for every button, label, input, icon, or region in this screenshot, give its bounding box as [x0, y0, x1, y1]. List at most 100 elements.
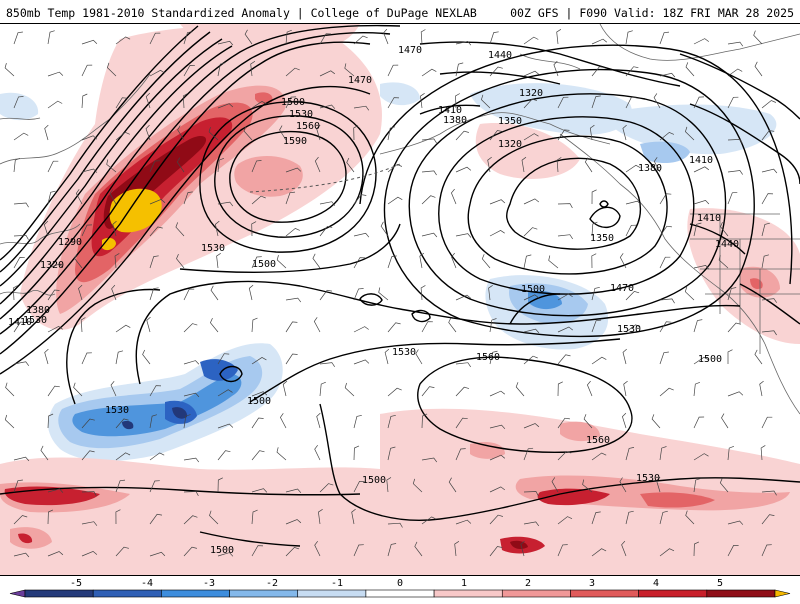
wind-barb — [387, 543, 397, 557]
wind-barb — [183, 288, 195, 301]
wind-barb — [177, 125, 185, 141]
wind-barb — [47, 551, 64, 557]
wind-barb — [684, 286, 695, 301]
header-bar: 850mb Temp 1981-2010 Standardized Anomal… — [0, 0, 800, 24]
colorbar-segments — [9, 589, 791, 598]
wind-barb — [625, 291, 640, 301]
wind-barb — [685, 62, 695, 77]
wind-barb — [319, 289, 333, 301]
contour-label: 1530 — [636, 473, 660, 484]
wind-barb — [523, 70, 540, 77]
wind-barb — [761, 490, 777, 496]
wind-barb — [107, 62, 117, 77]
wind-barb — [142, 349, 151, 365]
wind-barb — [621, 540, 627, 557]
wind-barb — [761, 416, 773, 429]
wind-barb — [481, 94, 491, 109]
wind-barb — [454, 541, 460, 557]
wind-barb — [115, 131, 130, 141]
wind-barb — [489, 486, 506, 493]
wind-barb — [183, 392, 200, 398]
contour-label: 1470 — [398, 45, 422, 56]
wind-barb — [47, 509, 54, 525]
wind-barb — [591, 95, 601, 109]
wind-barb — [74, 253, 83, 269]
wind-barb — [421, 386, 435, 397]
contour-label: 1500 — [247, 396, 271, 407]
warm-anomaly-region — [234, 155, 303, 197]
wind-barb — [455, 519, 472, 525]
contour-label: 1410 — [438, 105, 462, 116]
wind-barb — [761, 193, 774, 205]
warm-anomaly-region — [640, 492, 715, 508]
wind-barb — [455, 448, 466, 461]
wind-barb — [114, 253, 120, 269]
wind-barb — [625, 447, 635, 461]
wind-barb — [353, 288, 364, 301]
wind-barb — [285, 191, 296, 205]
model-run-info: 00Z GFS | F090 Valid: 18Z FRI MAR 28 202… — [510, 6, 794, 20]
wind-barb — [523, 254, 532, 269]
wind-barb — [353, 194, 367, 205]
contour-label: 1320 — [40, 260, 64, 271]
wind-barb — [314, 444, 321, 461]
wind-barb — [80, 317, 86, 333]
wind-barb — [727, 322, 741, 333]
wind-barb — [727, 96, 739, 109]
wind-barb — [622, 412, 627, 429]
wind-barb — [353, 105, 370, 111]
wind-barb — [81, 352, 92, 365]
wind-barb — [583, 414, 593, 429]
wind-barb — [319, 33, 332, 45]
wind-barb — [619, 477, 627, 493]
wind-barb — [760, 445, 766, 461]
wind-barb — [149, 480, 160, 493]
wind-barb — [13, 515, 28, 525]
wind-barb — [4, 414, 15, 429]
wind-barb — [387, 322, 401, 333]
wind-barb — [556, 157, 562, 173]
wind-barb — [217, 423, 234, 429]
wind-barb — [489, 66, 503, 77]
wind-barb — [353, 257, 366, 269]
wind-barb — [145, 92, 151, 109]
wind-barb — [412, 478, 423, 493]
wind-barb — [625, 30, 633, 45]
wind-barb — [115, 509, 121, 525]
contour-label: 1530 — [392, 347, 416, 358]
wind-barb — [115, 418, 129, 429]
contour-label: 1440 — [488, 50, 512, 61]
wind-barb — [386, 477, 392, 493]
colorbar-tick: 4 — [653, 578, 659, 589]
colorbar-tick: -5 — [70, 578, 82, 589]
cool-anomaly-region — [470, 83, 632, 135]
colorbar-segment — [92, 589, 162, 598]
wind-barb — [149, 198, 166, 205]
contour-label: 1560 — [586, 435, 610, 446]
wind-barb — [727, 349, 733, 364]
wind-barb — [285, 547, 300, 557]
wind-barb — [251, 195, 266, 205]
wind-barb — [489, 350, 498, 365]
wind-barb — [149, 160, 160, 173]
wind-barb — [183, 457, 200, 463]
wind-barb — [455, 62, 464, 77]
wind-barb — [251, 450, 265, 461]
colorbar-segment — [706, 589, 776, 598]
wind-barb — [761, 514, 775, 525]
wind-barb — [489, 229, 505, 237]
contour-label: 1500 — [281, 97, 305, 108]
wind-barb — [112, 220, 117, 237]
wind-barb — [387, 255, 397, 269]
wind-barb — [515, 382, 525, 397]
wind-barb — [625, 96, 637, 109]
wind-barb — [81, 39, 98, 45]
contour-label: 1410 — [689, 155, 713, 166]
wind-barb — [183, 414, 191, 429]
wind-barb — [659, 321, 672, 333]
wind-barb — [81, 450, 95, 461]
wind-barb — [81, 64, 93, 77]
wind-barb — [693, 541, 700, 557]
wind-barb — [387, 196, 403, 205]
wind-barb — [489, 130, 503, 141]
